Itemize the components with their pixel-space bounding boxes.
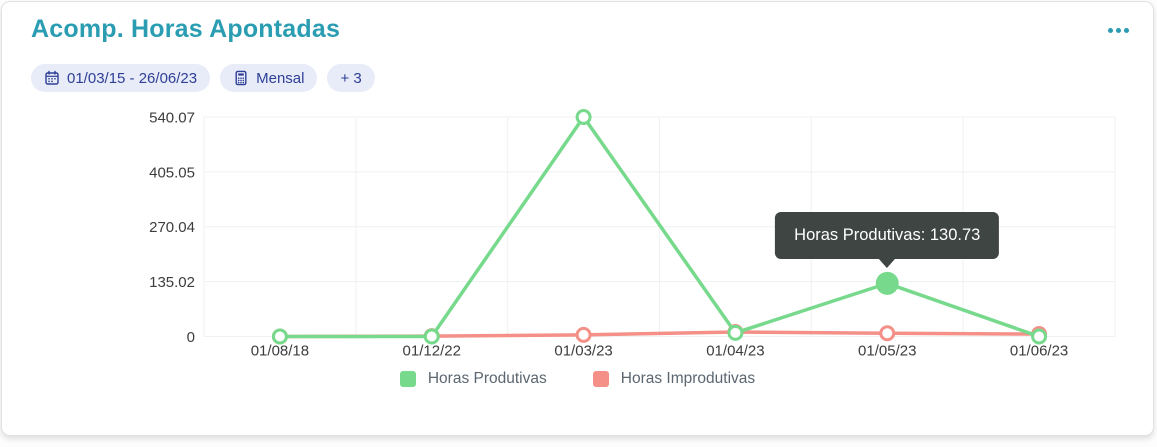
x-axis-tick-label: 01/03/23 (554, 343, 612, 360)
chart-legend: Horas Produtivas Horas Improdutivas (2, 370, 1153, 388)
filter-chips: 01/03/15 - 26/06/23 Mensal + 3 (31, 64, 375, 92)
x-axis-tick-label: 01/04/23 (706, 343, 764, 360)
date-range-chip[interactable]: 01/03/15 - 26/06/23 (31, 64, 211, 92)
x-axis-tick-label: 01/12/22 (403, 343, 461, 360)
series-line-horas-produtivas (278, 115, 1041, 339)
x-axis-tick-label: 01/08/18 (251, 343, 309, 360)
calendar-icon (45, 70, 59, 85)
chart-tooltip: Horas Produtivas: 130.73 (775, 212, 1000, 269)
legend-label-produtivas: Horas Produtivas (427, 370, 547, 387)
legend-item-horas-produtivas[interactable]: Horas Produtivas (399, 370, 547, 388)
legend-label-improdutivas: Horas Improdutivas (620, 370, 756, 387)
data-point-horas-produtivas[interactable] (575, 109, 592, 125)
y-axis-tick-label: 270.04 (149, 219, 195, 236)
legend-item-horas-improdutivas[interactable]: Horas Improdutivas (592, 370, 756, 388)
data-point-horas-produtivas[interactable] (1031, 328, 1048, 345)
x-axis-tick-label: 01/06/23 (1010, 343, 1068, 360)
legend-swatch-improdutivas (592, 371, 609, 387)
data-point-horas-improdutivas[interactable] (575, 326, 592, 343)
data-point-horas-produtivas[interactable] (271, 328, 288, 345)
data-point-highlighted-horas-produtivas[interactable] (875, 271, 899, 295)
ellipsis-icon (1108, 28, 1129, 33)
x-axis-tick-label: 01/05/23 (858, 343, 916, 360)
period-chip[interactable]: Mensal (220, 64, 318, 92)
period-label: Mensal (256, 69, 305, 87)
y-axis-tick-label: 135.02 (149, 274, 195, 291)
legend-swatch-produtivas (399, 371, 416, 387)
data-point-horas-produtivas[interactable] (727, 324, 744, 341)
more-filters-label: + 3 (340, 69, 362, 87)
chart-card: Acomp. Horas Apontadas 01/03/15 - 26/06/… (1, 1, 1154, 436)
more-options-button[interactable] (1102, 22, 1135, 39)
tooltip-text: Horas Produtivas: 130.73 (794, 226, 981, 245)
y-axis-tick-label: 405.05 (149, 164, 195, 181)
date-range-label: 01/03/15 - 26/06/23 (67, 69, 198, 87)
data-point-horas-produtivas[interactable] (423, 328, 440, 345)
data-point-horas-improdutivas[interactable] (879, 325, 896, 342)
calculator-icon (235, 70, 247, 86)
y-axis-tick-label: 540.07 (149, 110, 195, 127)
page-title: Acomp. Horas Apontadas (31, 15, 341, 43)
more-filters-chip[interactable]: + 3 (327, 64, 375, 92)
y-axis-tick-label: 0 (187, 329, 195, 346)
